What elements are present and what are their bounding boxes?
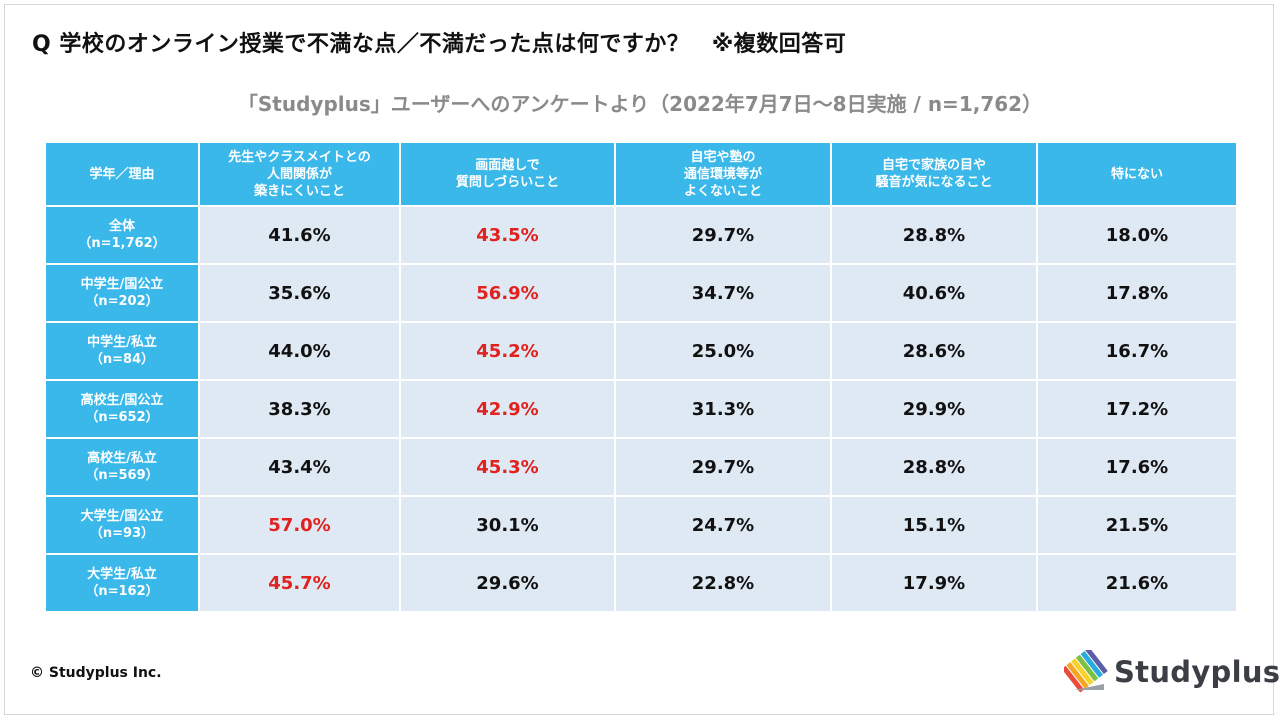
value-cell: 38.3% bbox=[198, 379, 401, 439]
column-header-line: 先生やクラスメイトとの bbox=[228, 149, 371, 165]
logo-text: Studyplus bbox=[1114, 655, 1280, 689]
column-header-line: 騒音が気になること bbox=[875, 175, 993, 190]
value-cell: 21.6% bbox=[1036, 553, 1238, 613]
value-cell: 44.0% bbox=[198, 321, 401, 381]
question-title: Q 学校のオンライン授業で不満な点／不満だった点は何ですか？ ※複数回答可 bbox=[32, 32, 847, 57]
column-header-line: 質問しづらいこと bbox=[455, 175, 560, 190]
copyright-text: © Studyplus Inc. bbox=[30, 665, 162, 681]
column-header-line: 自宅で家族の目や bbox=[881, 158, 986, 173]
row-header: 大学生/私立 （n=162） bbox=[44, 553, 200, 613]
column-header-line: 自宅や塾の bbox=[690, 149, 756, 165]
value-cell: 43.4% bbox=[198, 437, 401, 497]
table-row: 中学生/私立 （n=84） 44.0% 45.2% 25.0% 28.6% 16.7% bbox=[44, 321, 1238, 381]
value-cell: 45.3% bbox=[399, 437, 616, 497]
row-sample-size: （n=1,762） bbox=[78, 236, 166, 251]
row-sample-size: （n=569） bbox=[85, 468, 159, 483]
value-cell: 22.8% bbox=[614, 553, 832, 613]
row-header: 中学生/国公立 （n=202） bbox=[44, 263, 200, 323]
row-header: 高校生/私立 （n=569） bbox=[44, 437, 200, 497]
value-cell: 45.7% bbox=[198, 553, 401, 613]
header-row: 学年／理由 先生やクラスメイトとの 人間関係が 築きにくいこと 画面越しで 質問… bbox=[44, 141, 1238, 207]
table-row: 中学生/国公立 （n=202） 35.6% 56.9% 34.7% 40.6% 17.8% bbox=[44, 263, 1238, 323]
survey-subtitle: 「Studyplus」ユーザーへのアンケートより（2022年7月7日～8日実施 … bbox=[237, 92, 1043, 116]
results-table: 学年／理由 先生やクラスメイトとの 人間関係が 築きにくいこと 画面越しで 質問… bbox=[44, 141, 1238, 613]
table-row: 大学生/国公立 （n=93） 57.0% 30.1% 24.7% 15.1% 21.5% bbox=[44, 495, 1238, 555]
value-cell: 17.2% bbox=[1036, 379, 1238, 439]
value-cell: 43.5% bbox=[399, 205, 616, 265]
value-cell: 17.9% bbox=[830, 553, 1038, 613]
row-label: 中学生/国公立 bbox=[80, 277, 164, 292]
row-sample-size: （n=202） bbox=[85, 294, 159, 309]
row-sample-size: （n=162） bbox=[85, 584, 159, 599]
row-header: 大学生/国公立 （n=93） bbox=[44, 495, 200, 555]
row-header: 全体 （n=1,762） bbox=[44, 205, 200, 265]
row-label: 高校生/私立 bbox=[87, 451, 157, 466]
row-label: 中学生/私立 bbox=[87, 335, 157, 350]
value-cell: 16.7% bbox=[1036, 321, 1238, 381]
column-header: 特にない bbox=[1036, 141, 1238, 207]
slide-frame bbox=[4, 4, 1274, 715]
value-cell: 30.1% bbox=[399, 495, 616, 555]
value-cell: 18.0% bbox=[1036, 205, 1238, 265]
value-cell: 41.6% bbox=[198, 205, 401, 265]
row-header: 中学生/私立 （n=84） bbox=[44, 321, 200, 381]
row-sample-size: （n=93） bbox=[89, 526, 155, 541]
table-body: 全体 （n=1,762） 41.6% 43.5% 29.7% 28.8% 18.0% 中学生/… bbox=[44, 205, 1238, 613]
value-cell: 42.9% bbox=[399, 379, 616, 439]
studyplus-logo: Studyplus bbox=[1064, 650, 1280, 694]
column-header-line: 特にない bbox=[1110, 166, 1163, 182]
value-cell: 28.8% bbox=[830, 205, 1038, 265]
row-label: 大学生/国公立 bbox=[80, 509, 164, 524]
column-header-line: よくないこと bbox=[683, 183, 762, 199]
row-label: 高校生/国公立 bbox=[80, 393, 164, 408]
value-cell: 15.1% bbox=[830, 495, 1038, 555]
value-cell: 29.6% bbox=[399, 553, 616, 613]
value-cell: 56.9% bbox=[399, 263, 616, 323]
table-row: 全体 （n=1,762） 41.6% 43.5% 29.7% 28.8% 18.0% bbox=[44, 205, 1238, 265]
value-cell: 17.6% bbox=[1036, 437, 1238, 497]
row-sample-size: （n=84） bbox=[89, 352, 155, 367]
value-cell: 29.9% bbox=[830, 379, 1038, 439]
table-row: 高校生/私立 （n=569） 43.4% 45.3% 29.7% 28.8% 17.6% bbox=[44, 437, 1238, 497]
value-cell: 28.8% bbox=[830, 437, 1038, 497]
column-header: 画面越しで 質問しづらいこと bbox=[399, 141, 616, 207]
value-cell: 57.0% bbox=[198, 495, 401, 555]
row-sample-size: （n=652） bbox=[85, 410, 159, 425]
value-cell: 29.7% bbox=[614, 437, 832, 497]
value-cell: 25.0% bbox=[614, 321, 832, 381]
column-header-line: 人間関係が bbox=[266, 166, 332, 182]
table-row: 大学生/私立 （n=162） 45.7% 29.6% 22.8% 17.9% 21.6% bbox=[44, 553, 1238, 613]
value-cell: 29.7% bbox=[614, 205, 832, 265]
column-header: 自宅や塾の 通信環境等が よくないこと bbox=[614, 141, 832, 207]
value-cell: 45.2% bbox=[399, 321, 616, 381]
corner-header: 学年／理由 bbox=[44, 141, 200, 207]
value-cell: 40.6% bbox=[830, 263, 1038, 323]
value-cell: 34.7% bbox=[614, 263, 832, 323]
studyplus-logo-icon bbox=[1064, 650, 1108, 693]
column-header: 先生やクラスメイトとの 人間関係が 築きにくいこと bbox=[198, 141, 401, 207]
value-cell: 17.8% bbox=[1036, 263, 1238, 323]
row-label: 全体 bbox=[108, 219, 135, 234]
value-cell: 21.5% bbox=[1036, 495, 1238, 555]
column-header-line: 通信環境等が bbox=[683, 166, 762, 182]
value-cell: 28.6% bbox=[830, 321, 1038, 381]
value-cell: 35.6% bbox=[198, 263, 401, 323]
column-header: 自宅で家族の目や 騒音が気になること bbox=[830, 141, 1038, 207]
value-cell: 24.7% bbox=[614, 495, 832, 555]
column-header-line: 画面越しで bbox=[475, 158, 540, 173]
value-cell: 31.3% bbox=[614, 379, 832, 439]
row-label: 大学生/私立 bbox=[87, 567, 157, 582]
table-row: 高校生/国公立 （n=652） 38.3% 42.9% 31.3% 29.9% 17.2% bbox=[44, 379, 1238, 439]
row-header: 高校生/国公立 （n=652） bbox=[44, 379, 200, 439]
column-header-line: 築きにくいこと bbox=[254, 183, 345, 199]
